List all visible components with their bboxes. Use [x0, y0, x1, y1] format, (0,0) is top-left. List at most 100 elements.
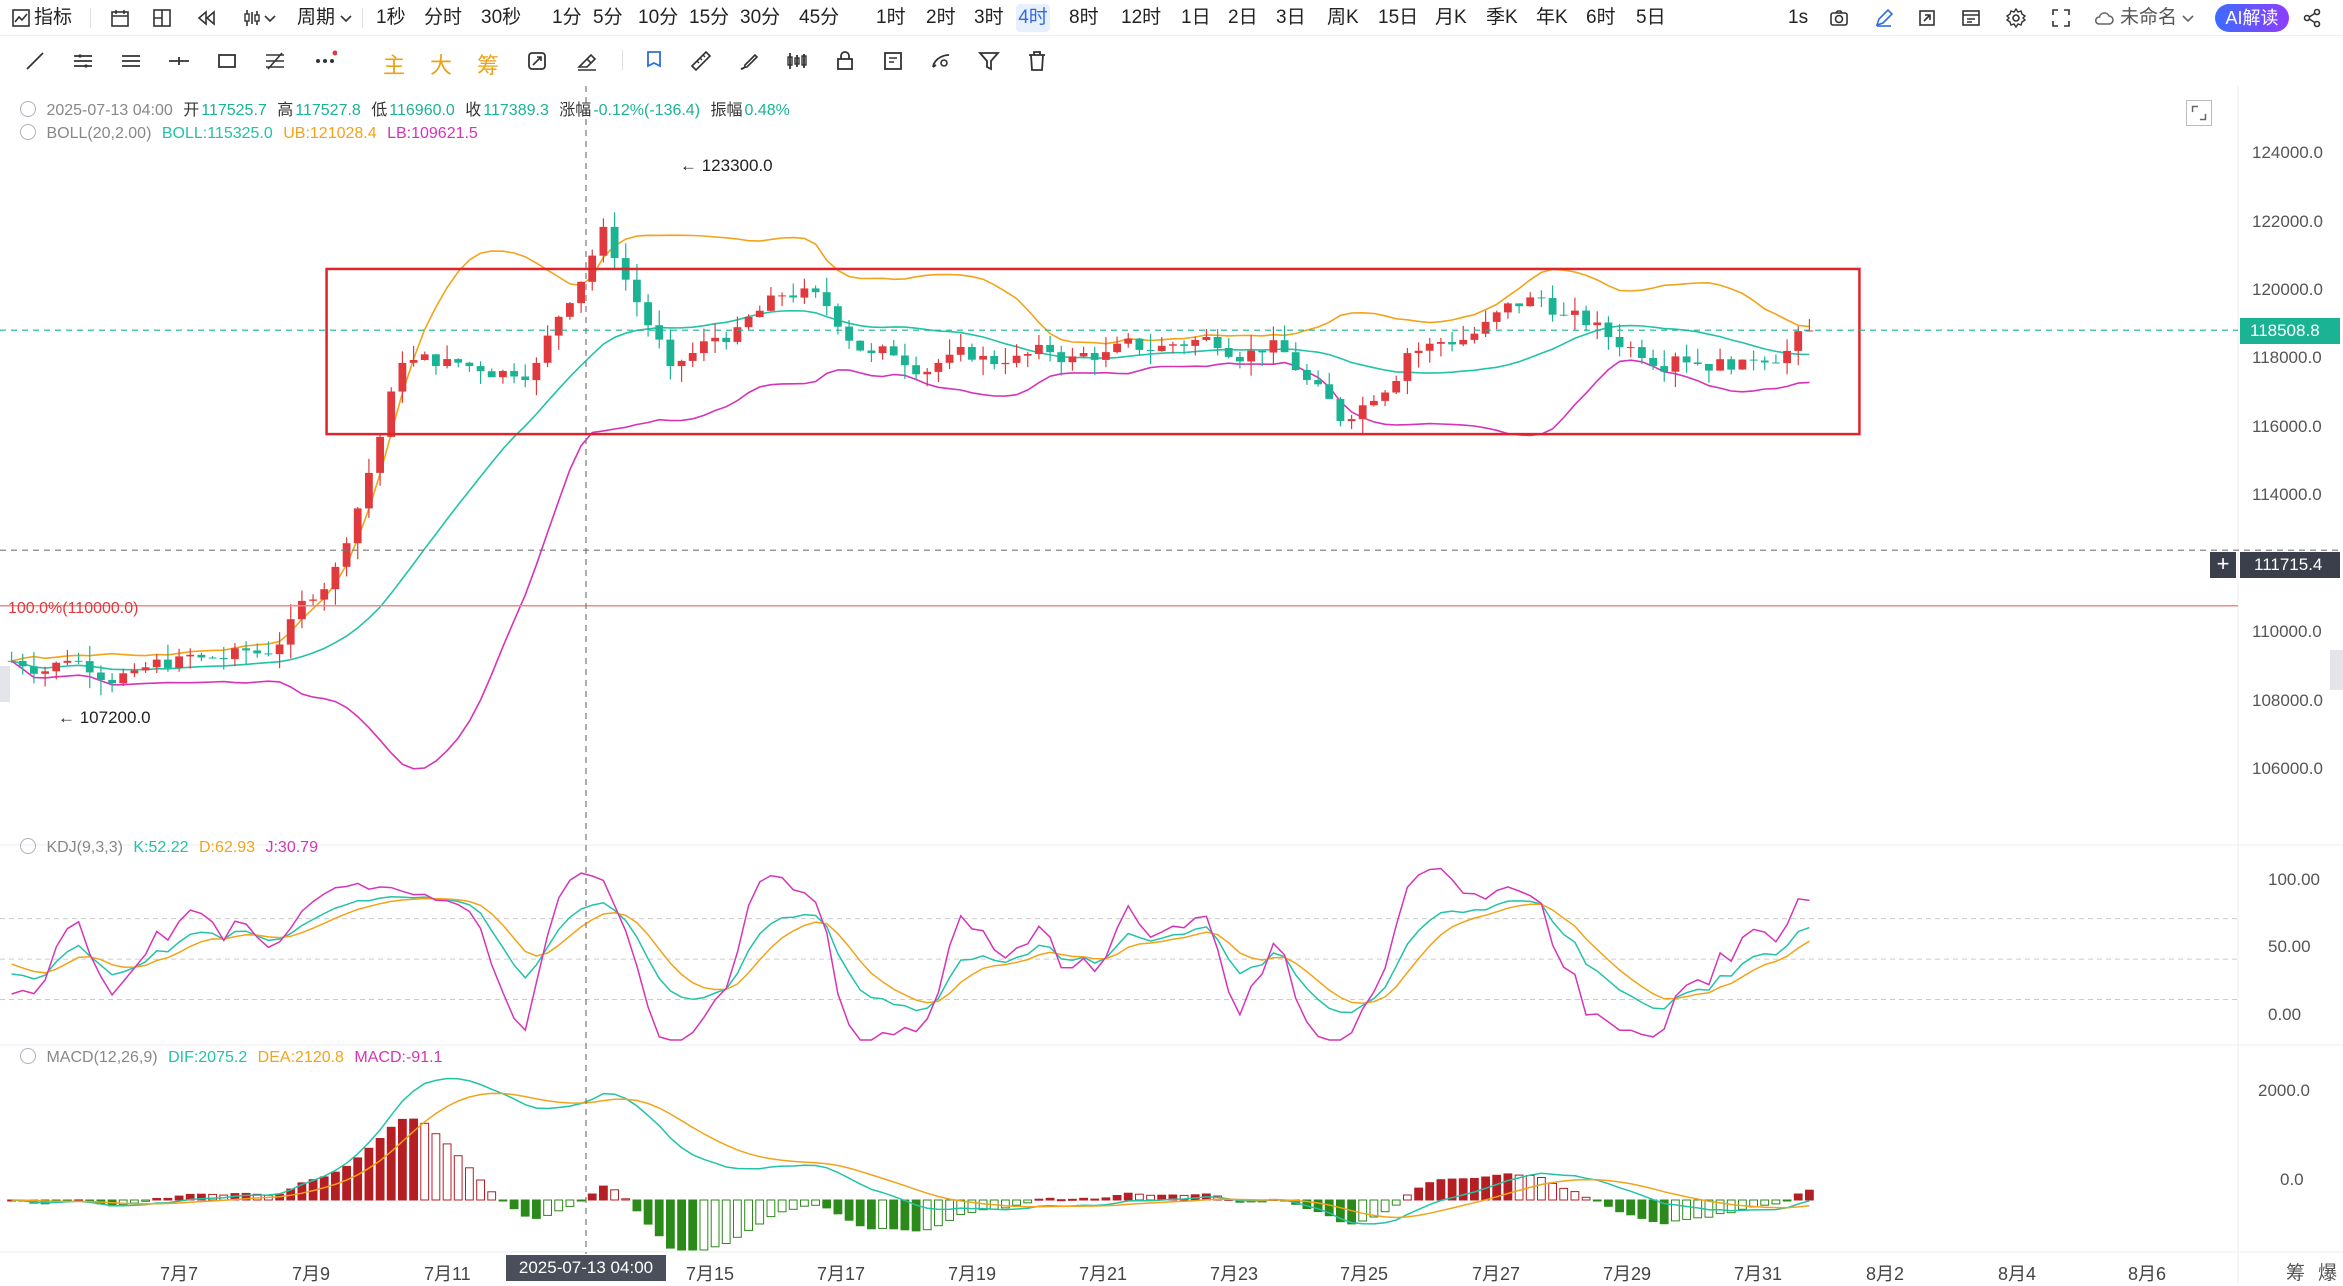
- lock-icon[interactable]: [830, 46, 860, 76]
- collapse-icon[interactable]: [20, 124, 36, 140]
- camera-icon[interactable]: [1825, 4, 1853, 32]
- layout-name[interactable]: 未命名: [2120, 7, 2178, 28]
- trash-icon[interactable]: [1022, 46, 1052, 76]
- interval-tab[interactable]: 15分: [689, 7, 730, 28]
- channel-icon[interactable]: [116, 46, 146, 76]
- interval-tab[interactable]: 4时: [1016, 4, 1050, 32]
- interval-tab[interactable]: 45分: [799, 7, 840, 28]
- interval-tab[interactable]: 15日: [1378, 7, 1419, 28]
- kdj-name[interactable]: KDJ(9,3,3): [46, 839, 123, 856]
- interval-tab[interactable]: 30分: [740, 7, 781, 28]
- pencil-icon[interactable]: [1870, 4, 1898, 32]
- maximize-icon[interactable]: [2186, 100, 2212, 126]
- interval-tab[interactable]: 1时: [876, 7, 906, 28]
- macd-bar: [297, 1182, 307, 1201]
- interval-tab[interactable]: 5日: [1636, 7, 1666, 28]
- candle-body: [633, 279, 641, 303]
- interval-tab[interactable]: 2时: [926, 7, 956, 28]
- interval-tab[interactable]: 6时: [1586, 7, 1616, 28]
- trend-line-icon[interactable]: [20, 46, 50, 76]
- interval-tab[interactable]: 5分: [593, 7, 623, 28]
- indicator-button[interactable]: 指标: [34, 7, 73, 28]
- left-scroll-handle[interactable]: [0, 666, 10, 702]
- main-chart-button[interactable]: 主: [383, 53, 406, 78]
- candle-body: [275, 644, 284, 655]
- collapse-icon[interactable]: [20, 1048, 36, 1064]
- liquidation-label[interactable]: 爆: [2318, 1263, 2338, 1284]
- interval-tab[interactable]: 30秒: [481, 7, 522, 28]
- magnet-icon[interactable]: [522, 46, 552, 76]
- macd-bar: [1682, 1199, 1691, 1220]
- candle-body: [644, 302, 652, 326]
- chip-button[interactable]: 筹: [477, 53, 500, 78]
- interval-tab[interactable]: 3时: [974, 7, 1004, 28]
- calendar-icon[interactable]: [106, 4, 134, 32]
- interval-tab[interactable]: 1秒: [376, 7, 406, 28]
- interval-tab[interactable]: 8时: [1069, 7, 1099, 28]
- macd-name[interactable]: MACD(12,26,9): [46, 1049, 158, 1066]
- brush-icon[interactable]: [734, 46, 764, 76]
- gear-icon[interactable]: [2002, 4, 2030, 32]
- share-icon[interactable]: [2298, 4, 2326, 32]
- candle-body: [52, 662, 61, 672]
- interval-tab[interactable]: 1分: [552, 7, 582, 28]
- ai-interpret-button[interactable]: AI解读: [2215, 4, 2289, 32]
- realtime-interval[interactable]: 1s: [1788, 7, 1809, 28]
- interval-tab[interactable]: 季K: [1486, 7, 1518, 28]
- candle-body: [1626, 347, 1635, 349]
- filter-icon[interactable]: [974, 46, 1004, 76]
- chip-distribution-label[interactable]: 筹: [2286, 1263, 2306, 1284]
- layout-icon[interactable]: [148, 4, 176, 32]
- interval-tab[interactable]: 分时: [424, 7, 463, 28]
- interval-tab[interactable]: 10分: [638, 7, 679, 28]
- big-chart-button[interactable]: 大: [430, 53, 453, 78]
- interval-tab[interactable]: 年K: [1536, 7, 1568, 28]
- collapse-icon[interactable]: [20, 101, 36, 117]
- macd-value: MACD:-91.1: [354, 1049, 443, 1066]
- replay-icon[interactable]: [192, 4, 220, 32]
- parallel-lines-icon[interactable]: [68, 46, 98, 76]
- chevron-down-icon[interactable]: [262, 4, 278, 32]
- macd-bar: [453, 1155, 463, 1201]
- boll-mid: BOLL:115325.0: [161, 125, 273, 142]
- interval-tab[interactable]: 月K: [1435, 7, 1467, 28]
- eraser-icon[interactable]: [572, 46, 602, 76]
- scroll-handle[interactable]: [2330, 650, 2343, 690]
- rectangle-icon[interactable]: [212, 46, 242, 76]
- interval-tab[interactable]: 3日: [1276, 7, 1306, 28]
- visibility-icon[interactable]: [926, 46, 956, 76]
- candle-type-icon[interactable]: [238, 4, 266, 32]
- chevron-down-icon[interactable]: [338, 4, 354, 32]
- fullscreen-icon[interactable]: [2047, 4, 2075, 32]
- macd-bar: [1659, 1199, 1669, 1225]
- add-alert-icon[interactable]: +: [2210, 552, 2236, 578]
- macd-bar: [1615, 1199, 1624, 1213]
- toolbar-divider: [90, 8, 91, 28]
- boll-name[interactable]: BOLL(20,2.00): [46, 125, 152, 142]
- price-chart[interactable]: [0, 86, 2343, 1284]
- interval-tab[interactable]: 2日: [1228, 7, 1258, 28]
- more-tools-icon[interactable]: [310, 46, 340, 76]
- cloud-icon[interactable]: [2090, 4, 2118, 32]
- fib-icon[interactable]: [260, 46, 290, 76]
- period-button[interactable]: 周期: [297, 7, 336, 28]
- cursor-icon[interactable]: [640, 46, 670, 76]
- ruler-icon[interactable]: [686, 46, 716, 76]
- interval-tab[interactable]: 12时: [1121, 7, 1162, 28]
- export-icon[interactable]: [1913, 4, 1941, 32]
- interval-tab[interactable]: 1日: [1181, 7, 1211, 28]
- indicator-icon[interactable]: [10, 4, 32, 32]
- macd-bar: [710, 1199, 720, 1248]
- template-icon[interactable]: [1957, 4, 1985, 32]
- candle-body: [1392, 381, 1401, 393]
- chevron-down-icon[interactable]: [2180, 4, 2196, 32]
- time-axis-label: 7月21: [1079, 1264, 1128, 1284]
- candle-body: [1035, 344, 1043, 354]
- horizontal-line-icon[interactable]: [164, 46, 194, 76]
- interval-tab[interactable]: 周K: [1327, 7, 1359, 28]
- fib-level-label[interactable]: 100.0%(110000.0): [8, 600, 139, 617]
- macd-bar: [1112, 1195, 1122, 1201]
- collapse-icon[interactable]: [20, 838, 36, 854]
- bars-icon[interactable]: [782, 46, 812, 76]
- note-icon[interactable]: [878, 46, 908, 76]
